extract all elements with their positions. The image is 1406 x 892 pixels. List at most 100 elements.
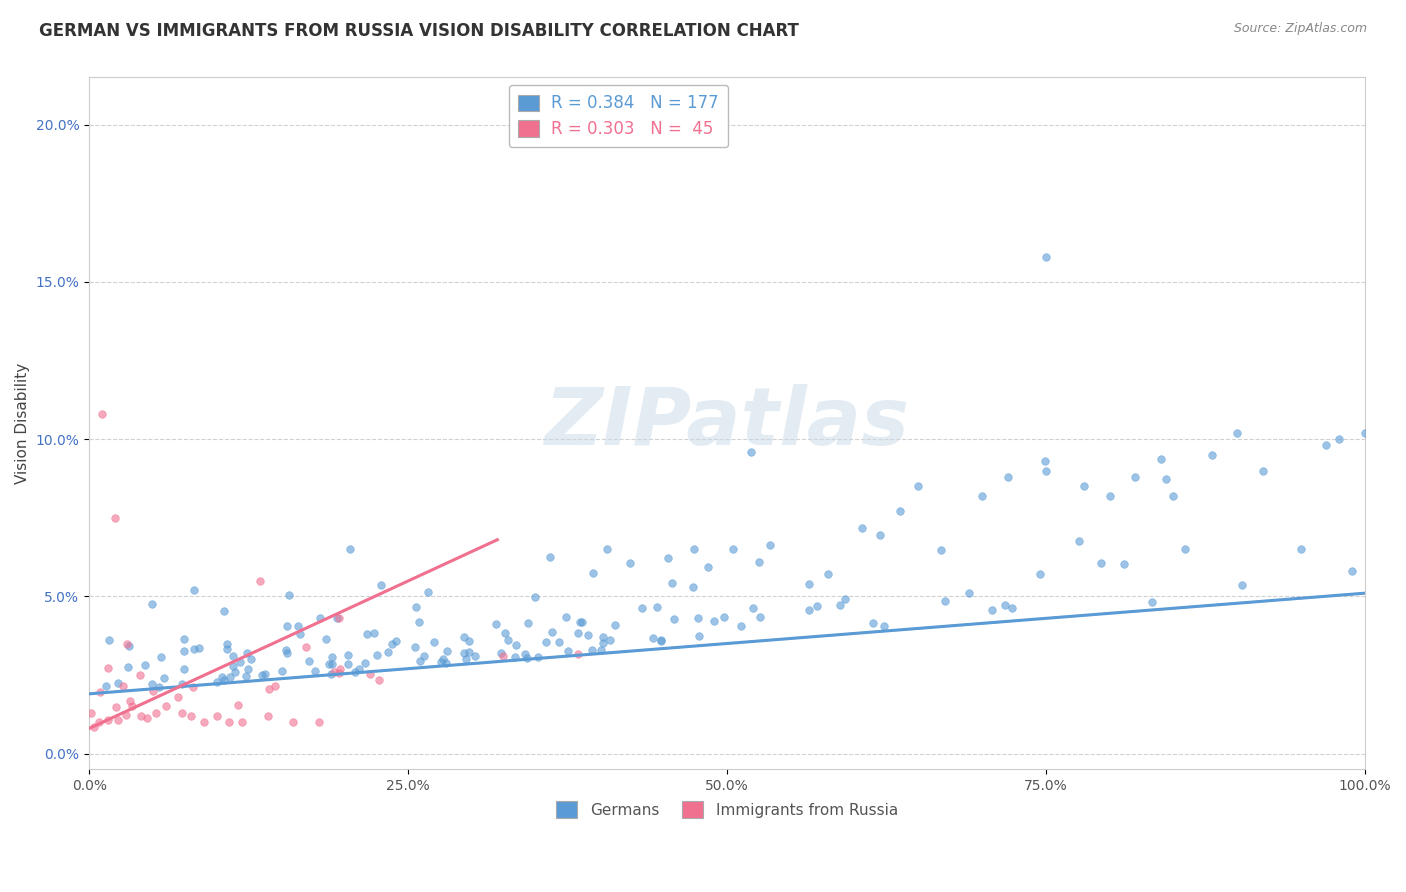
Point <box>183 642 205 657</box>
Point <box>408 615 430 629</box>
Point <box>434 656 457 670</box>
Point <box>148 680 170 694</box>
Point <box>240 652 263 666</box>
Point <box>869 528 891 542</box>
Point <box>328 611 350 625</box>
Point <box>145 706 167 720</box>
Point <box>337 648 360 662</box>
Point <box>304 664 326 678</box>
Point <box>294 640 316 654</box>
Point <box>797 577 820 591</box>
Point <box>1001 601 1024 615</box>
Point <box>193 715 215 730</box>
Point <box>491 648 513 663</box>
Point <box>496 633 519 648</box>
Point <box>505 649 527 664</box>
Point <box>567 626 589 640</box>
Point <box>366 648 388 662</box>
Text: Source: ZipAtlas.com: Source: ZipAtlas.com <box>1233 22 1367 36</box>
Point <box>328 662 350 676</box>
Point <box>524 590 547 604</box>
Point <box>211 670 233 684</box>
Point <box>453 630 475 644</box>
Point <box>1033 453 1056 467</box>
Point <box>344 665 367 680</box>
Point <box>534 634 557 648</box>
Point <box>155 699 177 714</box>
Point <box>1123 470 1146 484</box>
Point <box>1230 578 1253 592</box>
Point <box>129 709 152 723</box>
Point <box>321 650 343 665</box>
Point <box>541 625 564 640</box>
Point <box>458 644 481 658</box>
Point <box>817 566 839 581</box>
Point <box>1341 564 1364 578</box>
Point <box>567 647 589 661</box>
Point <box>686 611 709 625</box>
Point <box>257 681 280 696</box>
Point <box>318 657 340 672</box>
Point <box>997 470 1019 484</box>
Point <box>181 680 204 694</box>
Point <box>1029 567 1052 582</box>
Point <box>682 581 704 595</box>
Point <box>1327 432 1350 446</box>
Point <box>141 597 163 611</box>
Point <box>994 598 1017 612</box>
Point <box>907 479 929 493</box>
Point <box>339 542 361 557</box>
Point <box>581 643 603 657</box>
Point <box>1174 542 1197 557</box>
Point <box>723 542 745 557</box>
Point <box>828 598 851 612</box>
Point <box>1035 250 1057 264</box>
Point <box>321 667 343 681</box>
Point <box>957 585 980 599</box>
Point <box>1090 556 1112 570</box>
Point <box>599 633 621 648</box>
Point <box>370 578 392 592</box>
Point <box>264 679 287 693</box>
Point <box>851 521 873 535</box>
Point <box>547 635 569 649</box>
Point <box>256 709 278 723</box>
Point <box>641 631 664 645</box>
Point <box>129 668 152 682</box>
Point <box>236 646 259 660</box>
Point <box>308 715 330 730</box>
Point <box>276 619 298 633</box>
Point <box>94 679 117 693</box>
Point <box>1156 472 1178 486</box>
Point <box>117 636 139 650</box>
Text: GERMAN VS IMMIGRANTS FROM RUSSIA VISION DISABILITY CORRELATION CHART: GERMAN VS IMMIGRANTS FROM RUSSIA VISION … <box>39 22 799 40</box>
Point <box>90 407 112 421</box>
Point <box>107 675 129 690</box>
Point <box>404 640 426 654</box>
Point <box>582 566 605 581</box>
Point <box>436 644 458 658</box>
Point <box>806 599 828 613</box>
Point <box>115 708 138 723</box>
Point <box>325 611 347 625</box>
Point <box>111 679 134 693</box>
Y-axis label: Vision Disability: Vision Disability <box>15 363 30 484</box>
Point <box>278 588 301 602</box>
Point <box>418 585 440 599</box>
Point <box>298 655 321 669</box>
Point <box>218 715 240 730</box>
Point <box>555 609 578 624</box>
Point <box>576 628 599 642</box>
Point <box>183 582 205 597</box>
Point <box>405 600 427 615</box>
Text: ZIPatlas: ZIPatlas <box>544 384 910 462</box>
Point <box>222 659 245 673</box>
Point <box>236 663 259 677</box>
Point <box>221 649 243 664</box>
Point <box>356 627 378 641</box>
Point <box>323 665 346 679</box>
Point <box>432 652 454 666</box>
Point <box>1163 489 1185 503</box>
Point <box>494 626 516 640</box>
Point <box>217 637 239 651</box>
